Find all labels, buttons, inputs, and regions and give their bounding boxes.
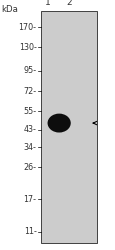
Text: 17-: 17- [23,194,36,203]
Text: 1: 1 [45,0,51,7]
Text: 26-: 26- [23,163,36,172]
Text: 95-: 95- [23,66,36,75]
Text: 2: 2 [66,0,71,7]
Text: 72-: 72- [23,87,36,96]
Text: 11-: 11- [23,227,36,236]
Ellipse shape [47,114,70,132]
Bar [41,11,96,242]
Text: 55-: 55- [23,107,36,116]
Text: 130-: 130- [19,42,36,51]
Text: 34-: 34- [23,143,36,152]
Text: kDa: kDa [1,6,18,15]
Text: 170-: 170- [18,22,36,32]
Text: 43-: 43- [23,125,36,134]
